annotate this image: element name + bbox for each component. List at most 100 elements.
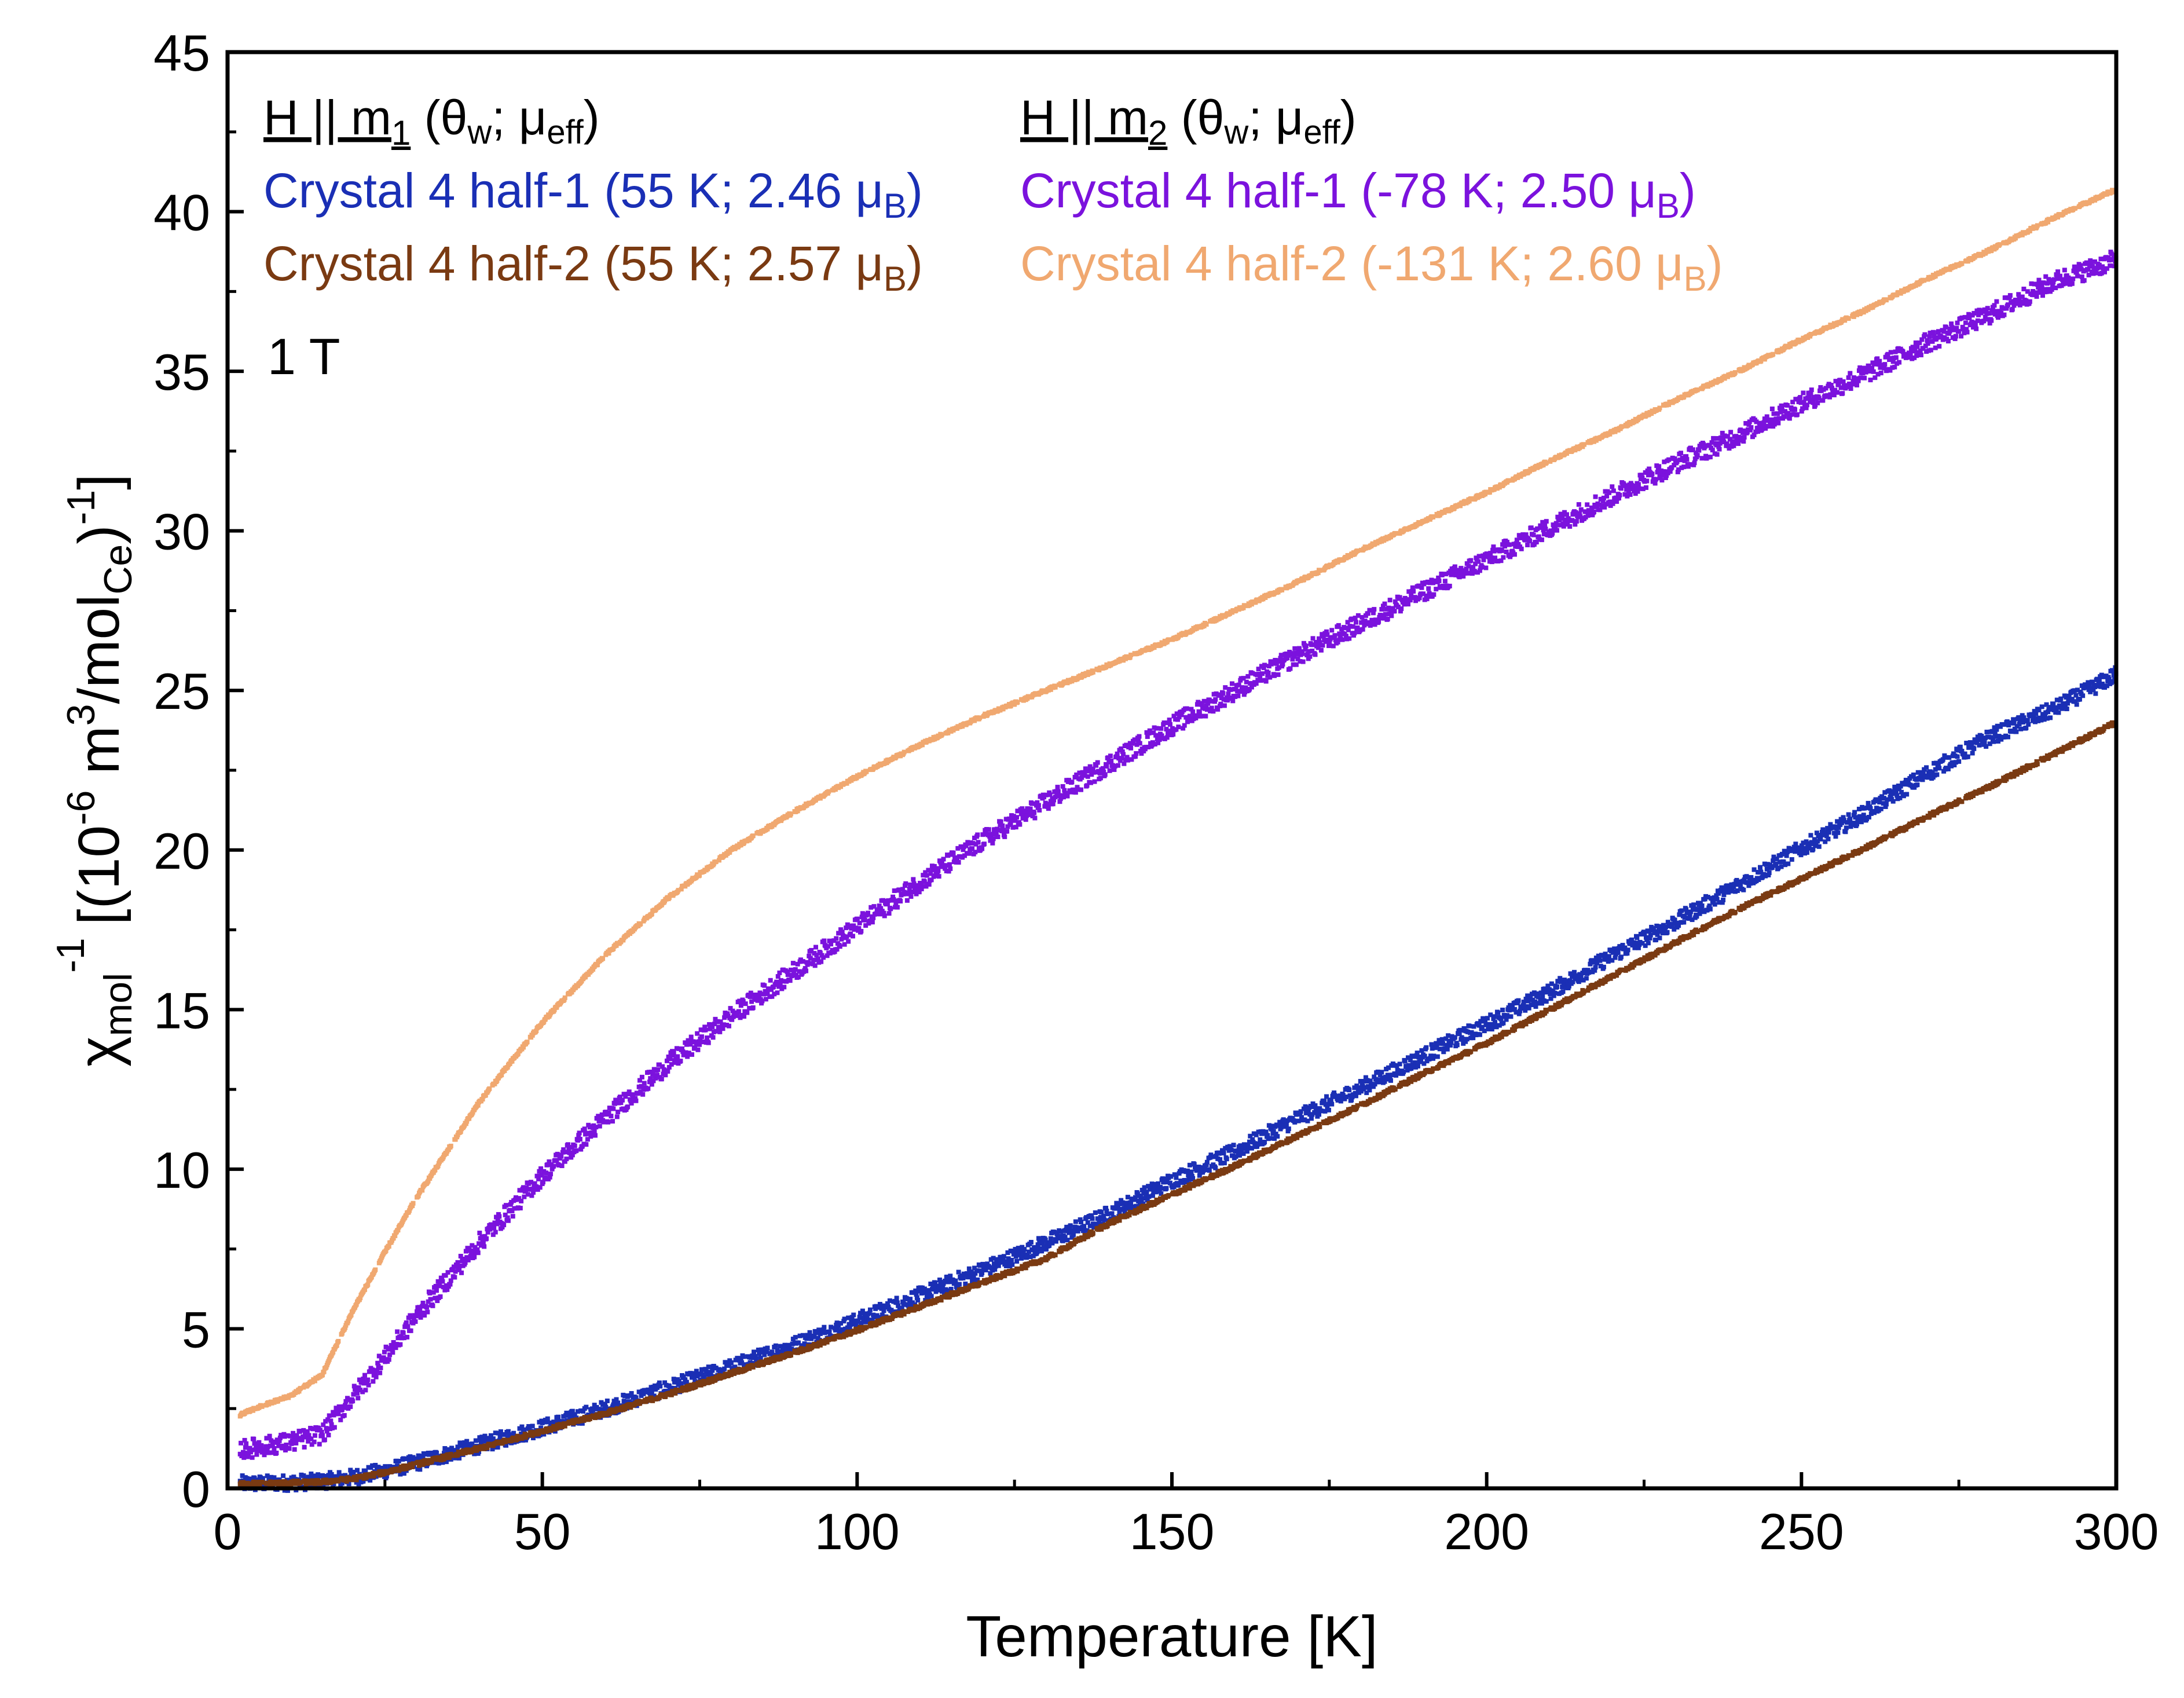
data-point [807, 1333, 812, 1338]
data-point [1672, 927, 1677, 932]
data-point [1364, 1090, 1369, 1095]
data-point [250, 1455, 255, 1460]
data-point [1485, 1016, 1490, 1021]
data-point [1394, 1063, 1399, 1068]
data-point [1947, 755, 1952, 760]
data-point [867, 1311, 872, 1316]
data-point [1904, 792, 1910, 797]
data-point [1386, 1065, 1391, 1070]
data-point [1994, 727, 1999, 732]
data-point [327, 1413, 332, 1418]
data-point [309, 1436, 314, 1441]
data-point [612, 1402, 617, 1407]
data-point [1831, 830, 1837, 836]
data-point [1084, 1228, 1090, 1233]
data-point [1189, 1169, 1194, 1174]
data-point [972, 1265, 977, 1271]
data-point [651, 1393, 657, 1399]
data-point [1122, 1206, 1127, 1212]
data-point [1828, 822, 1833, 827]
data-point [1858, 815, 1863, 820]
data-point [703, 1367, 708, 1372]
data-point [1325, 1104, 1330, 1109]
data-point [646, 1387, 651, 1392]
data-point [804, 1336, 809, 1341]
data-point [1531, 990, 1537, 996]
data-point [1493, 1020, 1498, 1025]
data-point [448, 1451, 453, 1457]
data-point [2011, 720, 2017, 726]
data-point [290, 1438, 295, 1443]
series-layer [237, 188, 2119, 1493]
data-point [1512, 1007, 1517, 1012]
data-point [1654, 923, 1659, 928]
data-point [1149, 1184, 1154, 1189]
data-point [396, 1459, 401, 1464]
data-point [1443, 1036, 1449, 1041]
data-point [683, 1377, 688, 1382]
data-point [992, 1267, 998, 1272]
data-point [1539, 1001, 1544, 1006]
data-point [1692, 906, 1697, 912]
data-point [1994, 734, 1999, 739]
data-point [324, 1426, 329, 1431]
data-point [497, 1435, 503, 1440]
data-point [1705, 895, 1710, 900]
data-point [1265, 1133, 1270, 1138]
data-point [442, 1457, 447, 1462]
data-point [354, 1390, 360, 1396]
data-point [1848, 817, 1853, 822]
data-point [478, 1441, 483, 1446]
data-point [2110, 679, 2116, 684]
data-point [1801, 840, 1806, 846]
data-point [1640, 941, 1645, 946]
data-point [1363, 1075, 1368, 1080]
data-point [1047, 1243, 1052, 1248]
data-point [420, 1455, 426, 1460]
data-point [1043, 1238, 1048, 1243]
data-point [2034, 716, 2039, 721]
data-point [1540, 994, 1545, 999]
data-point [1911, 772, 1916, 777]
data-point [849, 1318, 854, 1323]
data-point [1581, 989, 1586, 994]
data-point [648, 1392, 653, 1397]
data-point [824, 1329, 829, 1334]
data-point [350, 1399, 356, 1404]
data-point [1501, 1020, 1506, 1026]
data-point [1990, 737, 1995, 742]
data-point [519, 1431, 524, 1436]
data-point [641, 1391, 646, 1396]
data-point [1069, 1235, 1075, 1240]
data-point [973, 1271, 978, 1276]
data-point [1804, 839, 1809, 844]
data-point [1635, 935, 1640, 941]
data-point [1855, 817, 1860, 822]
data-point [738, 1357, 743, 1362]
data-point [1005, 1250, 1010, 1256]
data-point [381, 1355, 386, 1360]
data-point [933, 1280, 938, 1286]
data-point [373, 1372, 378, 1377]
data-point [991, 1256, 996, 1261]
data-point [306, 1433, 312, 1438]
data-point [842, 1316, 847, 1322]
data-point [1050, 1240, 1055, 1246]
data-point [262, 1452, 267, 1458]
data-point [599, 1413, 604, 1418]
data-point [1798, 852, 1804, 858]
data-point [1471, 1024, 1476, 1029]
data-point [2064, 707, 2069, 712]
data-point [1017, 1248, 1023, 1253]
data-point [1127, 1213, 1132, 1218]
data-point [1811, 847, 1816, 852]
data-point [1484, 1022, 1489, 1027]
data-point [1384, 1077, 1390, 1082]
data-point [1523, 1008, 1528, 1013]
data-point [294, 1440, 299, 1446]
data-point [254, 1452, 259, 1457]
data-point [1808, 872, 1813, 877]
data-point [1284, 1122, 1289, 1127]
data-point [1625, 951, 1630, 956]
data-point [319, 1429, 324, 1434]
